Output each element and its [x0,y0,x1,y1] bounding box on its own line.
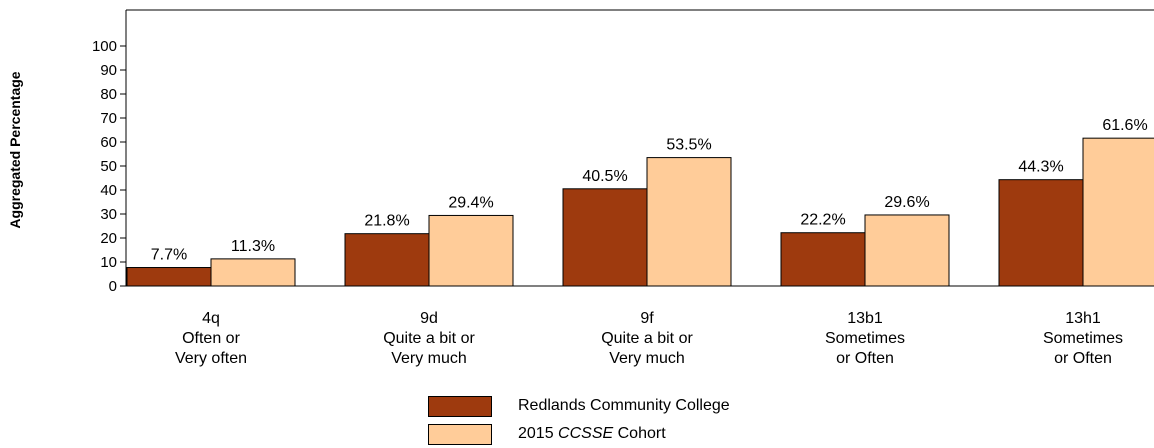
bar-chart: Aggregated Percentage 0 10 20 30 40 50 60 70 80 9… [7,9,1154,367]
y-tick-label: 50 [100,158,117,175]
data-label: 29.6% [884,194,929,211]
y-tick-label: 70 [100,110,117,127]
x-tick-label: 13h1 [1065,310,1101,327]
y-tick-label: 90 [100,62,117,79]
bar [428,214,514,287]
y-tick-label: 10 [100,254,117,271]
x-tick-label: Very much [609,350,685,367]
legend-label-cohort: 2015 CCSSE Cohort [518,425,666,442]
x-tick-label: 13b1 [847,310,883,327]
bar [780,232,866,287]
bars: 7.7% 11.3% 21.8% 29.4% 40.5% 53.5% 22.2% 29.6% 4… [126,117,1154,287]
bar [210,258,296,287]
legend-item-redlands: Redlands Community College [428,392,730,420]
data-label: 44.3% [1018,159,1063,176]
bar [1082,137,1154,287]
x-tick-label: 9d [420,310,438,327]
x-tick-label: Sometimes [825,330,905,347]
x-tick-label: Sometimes [1043,330,1123,347]
x-tick-label: Quite a bit or [383,330,475,347]
bar [864,214,950,287]
y-tick-label: 20 [100,230,117,247]
bar [998,179,1084,287]
x-tick-label: Very often [175,350,247,367]
data-label: 7.7% [151,247,187,264]
x-tick-label: Quite a bit or [601,330,693,347]
bar [562,188,648,287]
data-label: 61.6% [1102,117,1147,134]
x-tick-label: Often or [182,330,240,347]
legend-label-redlands: Redlands Community College [518,397,730,414]
y-tick-label: 80 [100,86,117,103]
x-tick-label: 4q [202,310,220,327]
y-axis: 0 10 20 30 40 50 60 70 80 90 100 [92,38,126,295]
y-tick-label: 40 [100,182,117,199]
y-tick-label: 30 [100,206,117,223]
data-label: 29.4% [448,194,493,211]
y-axis-label: Aggregated Percentage [7,71,23,228]
x-tick-label: or Often [1054,350,1112,367]
data-label: 53.5% [666,137,711,154]
legend-swatch-redlands [428,395,492,417]
data-label: 40.5% [582,168,627,185]
y-tick-label: 60 [100,134,117,151]
x-tick-label: 9f [640,310,654,327]
data-label: 21.8% [364,213,409,230]
data-label: 11.3% [231,238,275,255]
y-tick-label: 0 [109,278,117,295]
legend: Redlands Community College 2015 CCSSE Co… [428,392,730,448]
legend-item-cohort: 2015 CCSSE Cohort [428,420,730,448]
bar [646,157,732,287]
x-tick-label: Very much [391,350,467,367]
bar [344,233,430,287]
y-tick-label: 100 [92,38,117,55]
legend-swatch-cohort [428,423,492,445]
data-label: 22.2% [800,212,845,229]
x-axis-labels: 4q Often or Very often 9d Quite a bit or Very… [175,310,1123,367]
bar [126,267,212,287]
x-tick-label: or Often [836,350,894,367]
